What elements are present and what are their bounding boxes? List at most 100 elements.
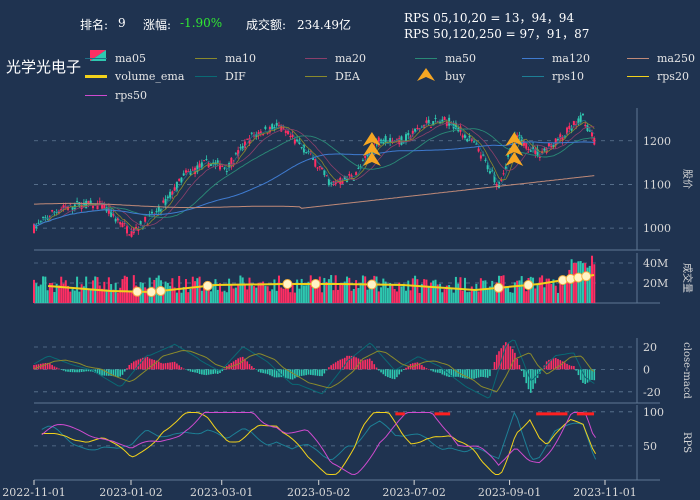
candle-body <box>364 155 367 158</box>
y-tick-label: -20 <box>643 386 661 399</box>
volume-bar <box>502 275 505 303</box>
candle-body <box>473 141 476 143</box>
macd-bar <box>139 358 142 370</box>
volume-bar <box>314 281 317 303</box>
candle-body <box>441 119 444 124</box>
macd-bar <box>171 362 174 370</box>
macd-bar <box>62 369 65 371</box>
volume-bar <box>243 284 246 303</box>
candle-body <box>207 163 210 168</box>
volume-bar <box>175 292 178 303</box>
volume-bar <box>343 281 346 303</box>
y-axis-label: 股价 <box>681 169 693 189</box>
candle-body <box>200 162 203 169</box>
candle-body <box>282 127 285 129</box>
candle-body <box>144 216 147 222</box>
volume-bar <box>219 283 222 303</box>
macd-bar <box>309 369 312 375</box>
volume-bar <box>520 276 523 303</box>
candle-body <box>314 158 317 167</box>
macd-bar <box>434 369 437 373</box>
candle-body <box>119 222 122 225</box>
macd-bar <box>74 369 76 373</box>
candle-body <box>287 130 290 135</box>
macd-bar <box>123 369 126 372</box>
volume-bar <box>513 282 516 303</box>
volume-bar <box>350 290 353 303</box>
volume-bar <box>110 284 113 303</box>
volume-bar <box>341 283 344 303</box>
macd-bar <box>280 369 283 378</box>
candle-body <box>187 171 190 173</box>
candle-body <box>305 152 308 154</box>
candle-body <box>35 226 38 228</box>
candle-body <box>366 154 369 157</box>
macd-bar <box>160 362 162 370</box>
volume-bar <box>48 282 51 303</box>
macd-bar <box>273 369 276 378</box>
candle-body <box>302 145 305 153</box>
macd-bar <box>178 365 180 370</box>
volume-bar <box>44 276 47 303</box>
candle-body <box>561 136 564 141</box>
candle-body <box>321 167 324 170</box>
macd-bar <box>482 369 484 378</box>
volume-bar <box>491 280 494 303</box>
legend-label: rps50 <box>115 89 147 102</box>
macd-bar <box>364 359 366 370</box>
volume-bar <box>466 292 469 303</box>
volume-signal-dot <box>282 279 293 289</box>
candle-body <box>579 115 582 122</box>
macd-bar <box>561 361 564 370</box>
legend-label: buy <box>445 70 466 83</box>
volume-bar <box>532 277 535 303</box>
volume-bar <box>203 288 206 303</box>
x-tick-label: 2023-01-02 <box>99 486 162 499</box>
macd-bar <box>359 359 362 370</box>
volume-bar <box>273 279 276 303</box>
candle-body <box>547 142 550 147</box>
rank-value: 9 <box>118 16 126 30</box>
volume-bar <box>51 282 54 303</box>
macd-bar <box>298 369 301 377</box>
volume-bar <box>216 289 219 303</box>
buy-arrow-icon <box>417 68 435 81</box>
x-tick-label: 2023-09-01 <box>478 486 541 499</box>
volume-bar <box>346 276 349 303</box>
macd-bar <box>58 368 60 370</box>
volume-bar <box>98 285 101 303</box>
candle-body <box>495 183 498 186</box>
macd-bar <box>316 369 319 376</box>
macd-bar <box>162 363 165 370</box>
macd-bar <box>305 369 308 376</box>
x-tick-label: 2023-11-01 <box>573 486 636 499</box>
y-axis-label: RPS <box>681 432 692 453</box>
candle-body <box>89 200 92 205</box>
volume-bar <box>275 290 278 303</box>
macd-bar <box>325 369 328 371</box>
volume-bar <box>529 276 532 303</box>
candle-body <box>150 211 153 214</box>
volume-bar <box>293 292 296 303</box>
candle-body <box>416 127 419 129</box>
volume-bar <box>198 276 201 303</box>
volume-bar <box>398 282 401 303</box>
candle-body <box>239 147 242 149</box>
macd-bar <box>495 354 498 370</box>
candle-body <box>343 176 346 181</box>
candle-body <box>137 229 140 232</box>
candle-body <box>398 138 401 145</box>
candle-body <box>271 124 274 130</box>
volume-bar <box>538 277 541 303</box>
volume-bar <box>130 290 133 303</box>
volume-bar <box>214 279 217 303</box>
macd-bar <box>103 369 106 376</box>
volume-bar <box>169 285 172 303</box>
volume-bar <box>559 284 562 303</box>
volume-bar <box>128 291 131 303</box>
candle-body <box>48 216 51 218</box>
macd-bar <box>346 355 348 370</box>
y-tick-label: 40M <box>643 257 668 270</box>
macd-bar <box>389 369 391 378</box>
volume-bar <box>414 275 417 303</box>
